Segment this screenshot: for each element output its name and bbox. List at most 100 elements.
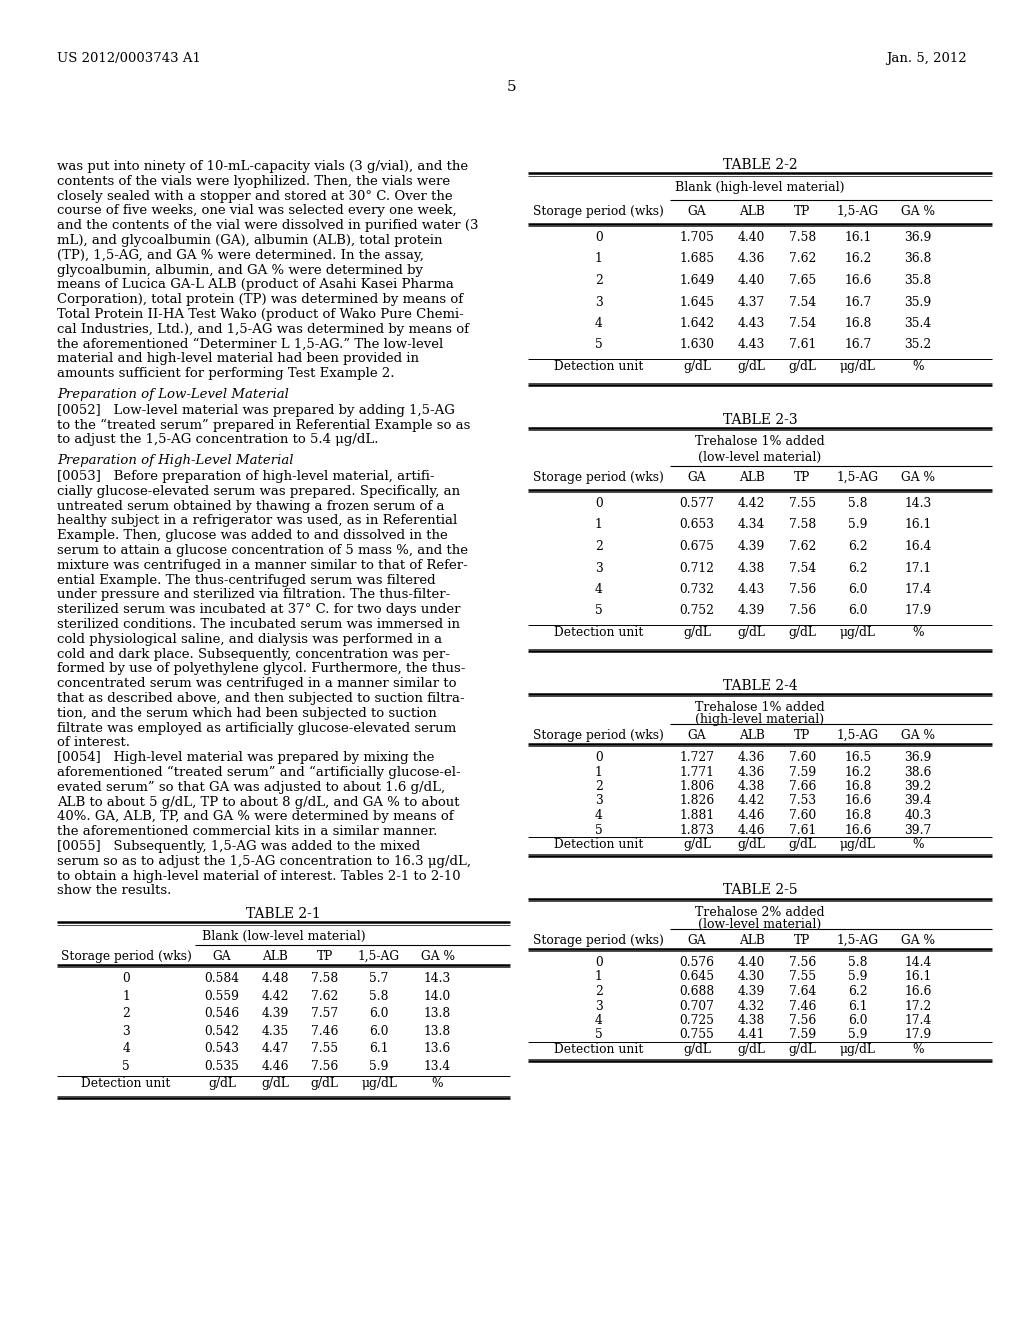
Text: tion, and the serum which had been subjected to suction: tion, and the serum which had been subje…	[57, 706, 437, 719]
Text: Blank (high-level material): Blank (high-level material)	[675, 181, 845, 194]
Text: 1.705: 1.705	[680, 231, 715, 244]
Text: sterilized conditions. The incubated serum was immersed in: sterilized conditions. The incubated ser…	[57, 618, 460, 631]
Text: 6.0: 6.0	[370, 1024, 389, 1038]
Text: evated serum” so that GA was adjusted to about 1.6 g/dL,: evated serum” so that GA was adjusted to…	[57, 781, 445, 793]
Text: 1,5-AG: 1,5-AG	[837, 205, 879, 218]
Text: g/dL: g/dL	[788, 626, 816, 639]
Text: 1,5-AG: 1,5-AG	[837, 935, 879, 946]
Text: 1: 1	[595, 252, 603, 265]
Text: 4.46: 4.46	[738, 809, 765, 822]
Text: 7.64: 7.64	[788, 985, 816, 998]
Text: 38.6: 38.6	[904, 766, 932, 779]
Text: 35.9: 35.9	[904, 296, 932, 309]
Text: 13.8: 13.8	[424, 1007, 452, 1020]
Text: 1.630: 1.630	[679, 338, 715, 351]
Text: 4.43: 4.43	[738, 317, 765, 330]
Text: 0.535: 0.535	[205, 1060, 240, 1073]
Text: Total Protein II-HA Test Wako (product of Wako Pure Chemi-: Total Protein II-HA Test Wako (product o…	[57, 308, 464, 321]
Text: 4.43: 4.43	[738, 583, 765, 597]
Text: 17.2: 17.2	[904, 999, 932, 1012]
Text: 4.40: 4.40	[738, 956, 765, 969]
Text: 5: 5	[595, 824, 603, 837]
Text: 2: 2	[595, 540, 603, 553]
Text: 7.56: 7.56	[311, 1060, 338, 1073]
Text: 16.2: 16.2	[844, 252, 871, 265]
Text: 36.8: 36.8	[904, 252, 932, 265]
Text: the aforementioned commercial kits in a similar manner.: the aforementioned commercial kits in a …	[57, 825, 437, 838]
Text: GA %: GA %	[901, 729, 935, 742]
Text: Detection unit: Detection unit	[81, 1077, 171, 1090]
Text: material and high-level material had been provided in: material and high-level material had bee…	[57, 352, 419, 366]
Text: 5: 5	[122, 1060, 130, 1073]
Text: 1: 1	[122, 990, 130, 1003]
Text: to the “treated serum” prepared in Referential Example so as: to the “treated serum” prepared in Refer…	[57, 418, 470, 432]
Text: 14.0: 14.0	[424, 990, 452, 1003]
Text: to obtain a high-level material of interest. Tables 2-1 to 2-10: to obtain a high-level material of inter…	[57, 870, 461, 883]
Text: (high-level material): (high-level material)	[695, 713, 824, 726]
Text: 14.3: 14.3	[904, 498, 932, 510]
Text: 36.9: 36.9	[904, 231, 932, 244]
Text: Example. Then, glucose was added to and dissolved in the: Example. Then, glucose was added to and …	[57, 529, 447, 543]
Text: Preparation of High-Level Material: Preparation of High-Level Material	[57, 454, 294, 467]
Text: g/dL: g/dL	[737, 838, 766, 851]
Text: g/dL: g/dL	[788, 360, 816, 374]
Text: 1.727: 1.727	[679, 751, 715, 764]
Text: 5.7: 5.7	[370, 973, 389, 985]
Text: 1.826: 1.826	[679, 795, 715, 808]
Text: 39.4: 39.4	[904, 795, 932, 808]
Text: 1,5-AG: 1,5-AG	[837, 471, 879, 484]
Text: 16.8: 16.8	[844, 317, 871, 330]
Text: (low-level material): (low-level material)	[698, 450, 821, 463]
Text: 7.55: 7.55	[788, 970, 816, 983]
Text: 14.4: 14.4	[904, 956, 932, 969]
Text: 7.60: 7.60	[788, 809, 816, 822]
Text: 4.38: 4.38	[738, 780, 765, 793]
Text: closely sealed with a stopper and stored at 30° C. Over the: closely sealed with a stopper and stored…	[57, 190, 453, 202]
Text: μg/dL: μg/dL	[840, 360, 876, 374]
Text: 1: 1	[595, 970, 603, 983]
Text: 7.56: 7.56	[788, 956, 816, 969]
Text: 1.873: 1.873	[679, 824, 715, 837]
Text: 4.46: 4.46	[738, 824, 765, 837]
Text: Trehalose 1% added: Trehalose 1% added	[695, 436, 825, 447]
Text: contents of the vials were lyophilized. Then, the vials were: contents of the vials were lyophilized. …	[57, 174, 451, 187]
Text: 5.9: 5.9	[848, 970, 867, 983]
Text: 1.806: 1.806	[679, 780, 715, 793]
Text: aforementioned “treated serum” and “artificially glucose-el-: aforementioned “treated serum” and “arti…	[57, 766, 461, 779]
Text: TP: TP	[794, 471, 810, 484]
Text: 5.8: 5.8	[848, 956, 867, 969]
Text: 7.60: 7.60	[788, 751, 816, 764]
Text: 0.584: 0.584	[205, 973, 240, 985]
Text: 16.1: 16.1	[844, 231, 871, 244]
Text: was put into ninety of 10-mL-capacity vials (3 g/vial), and the: was put into ninety of 10-mL-capacity vi…	[57, 160, 468, 173]
Text: 0.653: 0.653	[679, 519, 715, 532]
Text: 0.645: 0.645	[679, 970, 715, 983]
Text: 16.6: 16.6	[844, 275, 871, 286]
Text: Corporation), total protein (TP) was determined by means of: Corporation), total protein (TP) was det…	[57, 293, 463, 306]
Text: 0.546: 0.546	[205, 1007, 240, 1020]
Text: mL), and glycoalbumin (GA), albumin (ALB), total protein: mL), and glycoalbumin (GA), albumin (ALB…	[57, 234, 442, 247]
Text: 35.8: 35.8	[904, 275, 932, 286]
Text: 4.35: 4.35	[262, 1024, 289, 1038]
Text: filtrate was employed as artificially glucose-elevated serum: filtrate was employed as artificially gl…	[57, 722, 457, 735]
Text: g/dL: g/dL	[683, 838, 711, 851]
Text: g/dL: g/dL	[683, 626, 711, 639]
Text: GA %: GA %	[421, 950, 455, 964]
Text: 16.8: 16.8	[844, 780, 871, 793]
Text: 7.55: 7.55	[311, 1043, 338, 1055]
Text: 4: 4	[595, 1014, 603, 1027]
Text: 7.62: 7.62	[311, 990, 338, 1003]
Text: 35.4: 35.4	[904, 317, 932, 330]
Text: mixture was centrifuged in a manner similar to that of Refer-: mixture was centrifuged in a manner simi…	[57, 558, 468, 572]
Text: 16.1: 16.1	[904, 970, 932, 983]
Text: (TP), 1,5-AG, and GA % were determined. In the assay,: (TP), 1,5-AG, and GA % were determined. …	[57, 248, 424, 261]
Text: 4.46: 4.46	[261, 1060, 289, 1073]
Text: 4.34: 4.34	[738, 519, 765, 532]
Text: TABLE 2-4: TABLE 2-4	[723, 678, 798, 693]
Text: Detection unit: Detection unit	[554, 838, 643, 851]
Text: 7.55: 7.55	[788, 498, 816, 510]
Text: 16.5: 16.5	[844, 751, 871, 764]
Text: 39.2: 39.2	[904, 780, 932, 793]
Text: 1.645: 1.645	[679, 296, 715, 309]
Text: 6.0: 6.0	[848, 1014, 867, 1027]
